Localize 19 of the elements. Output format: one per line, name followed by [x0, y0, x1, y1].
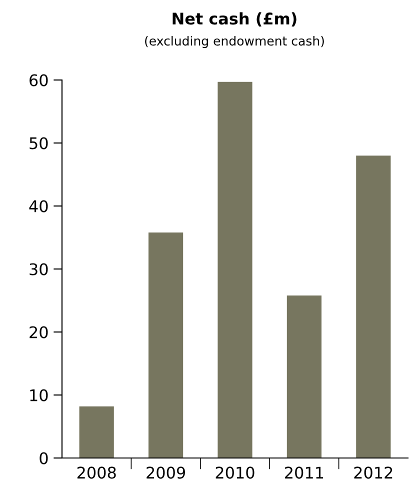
x-tick-label: 2010 — [216, 466, 254, 479]
bar — [218, 82, 252, 458]
x-tick-label: 2008 — [77, 466, 116, 479]
y-tick-label: 40 — [29, 200, 48, 212]
bar — [286, 295, 322, 458]
bar — [79, 406, 114, 458]
x-tick-label: 2011 — [285, 466, 324, 479]
y-tick-label: 30 — [30, 263, 48, 276]
bar — [356, 156, 391, 458]
x-tick-label: 2009 — [146, 466, 185, 479]
bar — [148, 232, 184, 458]
chart-subtitle: (excluding endowment cash) — [145, 36, 324, 48]
x-tick-label: 2012 — [354, 466, 392, 479]
y-tick-label: 20 — [30, 326, 48, 338]
y-tick-label: 60 — [30, 74, 48, 86]
chart-title: Net cash (£m) — [172, 12, 296, 27]
y-tick-label: 10 — [30, 389, 48, 402]
y-tick-label: 50 — [30, 137, 48, 150]
y-tick-label: 0 — [40, 452, 48, 464]
